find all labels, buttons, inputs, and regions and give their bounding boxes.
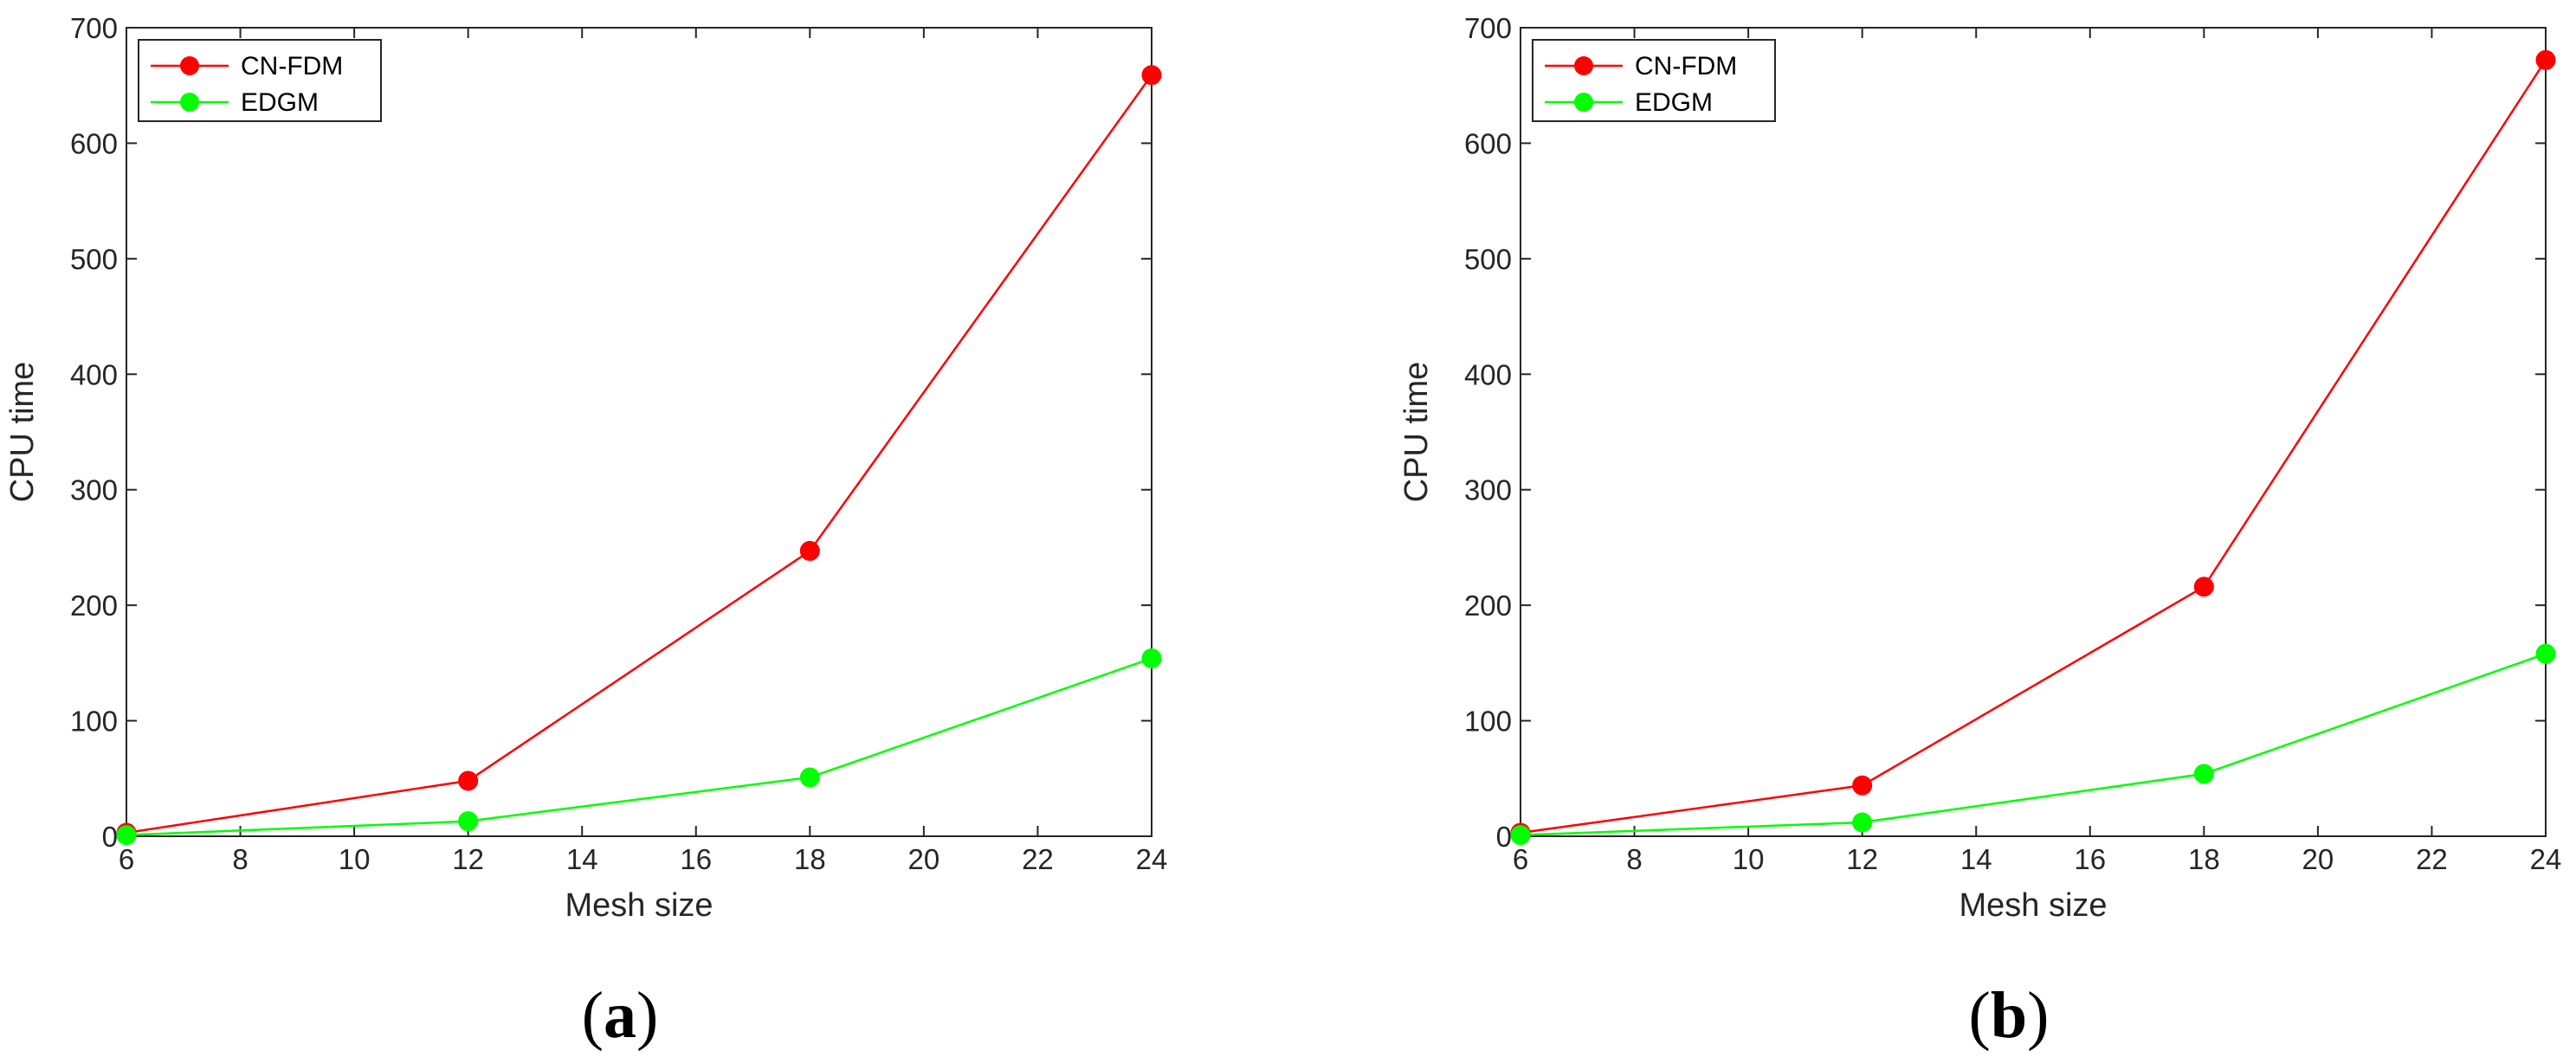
- y-tick-label: 600: [70, 127, 118, 159]
- y-tick-label: 600: [1464, 127, 1512, 159]
- y-tick-label: 100: [70, 706, 118, 738]
- legend-swatch-marker: [180, 93, 199, 112]
- x-tick-label: 14: [566, 843, 598, 875]
- x-tick-label: 12: [452, 843, 484, 875]
- plot-area: [1520, 27, 2547, 837]
- legend-label: CN-FDM: [241, 52, 343, 81]
- x-tick-label: 16: [680, 843, 712, 875]
- y-tick-label: 0: [102, 821, 118, 853]
- x-tick-label: 18: [2188, 843, 2220, 875]
- y-tick-label: 500: [70, 243, 118, 275]
- legend-swatch-marker: [1574, 56, 1593, 75]
- y-tick-label: 200: [1464, 590, 1512, 622]
- x-tick-label: 24: [2530, 843, 2562, 875]
- panel-caption: (a): [582, 979, 659, 1052]
- legend: [1532, 39, 1776, 122]
- y-tick-label: 300: [1464, 474, 1512, 506]
- legend-swatch-marker: [1574, 93, 1593, 112]
- x-tick-label: 16: [2074, 843, 2106, 875]
- y-tick-label: 700: [1464, 12, 1512, 44]
- data-point-edgm: [2535, 643, 2556, 664]
- data-point-cn-fdm: [2193, 577, 2214, 597]
- x-tick-label: 18: [794, 843, 826, 875]
- y-tick-label: 100: [1464, 706, 1512, 738]
- data-point-edgm: [2193, 764, 2214, 784]
- x-tick-label: 6: [119, 843, 134, 875]
- y-tick-label: 300: [70, 474, 118, 506]
- chart-panel-a: 6 8 10 12 14 16 18 20 22 24 0 100 200 300 400 500 600 700…: [4, 12, 1167, 1052]
- y-tick-label: 700: [70, 12, 118, 44]
- legend-label: EDGM: [241, 88, 319, 117]
- data-point-edgm: [1510, 825, 1531, 846]
- data-point-edgm: [1141, 648, 1162, 669]
- caption-close-paren: ): [2027, 979, 2049, 1052]
- x-tick-label: 10: [339, 843, 371, 875]
- x-tick-label: 10: [1733, 843, 1765, 875]
- data-point-edgm: [116, 825, 137, 846]
- caption-open-paren: (: [582, 979, 604, 1052]
- data-point-cn-fdm: [799, 540, 820, 561]
- panel-caption: (b): [1969, 979, 2050, 1052]
- x-tick-label: 6: [1513, 843, 1528, 875]
- legend-label: CN-FDM: [1635, 52, 1737, 81]
- chart-panel-b: 6 8 10 12 14 16 18 20 22 24 0 100 200 300 400 500 600 700…: [1398, 12, 2561, 1052]
- x-tick-label: 8: [1626, 843, 1642, 875]
- y-tick-label: 0: [1496, 821, 1512, 853]
- x-axis-label: Mesh size: [565, 887, 713, 924]
- x-tick-label: 14: [1960, 843, 1992, 875]
- data-point-cn-fdm: [458, 770, 479, 791]
- caption-open-paren: (: [1969, 979, 1991, 1052]
- data-point-cn-fdm: [1852, 775, 1873, 796]
- data-point-cn-fdm: [2535, 49, 2556, 70]
- y-axis-label: CPU time: [4, 362, 41, 503]
- y-axis-label: CPU time: [1398, 362, 1435, 503]
- data-point-edgm: [458, 811, 479, 832]
- y-tick-label: 200: [70, 590, 118, 622]
- x-tick-label: 22: [2416, 843, 2448, 875]
- legend-label: EDGM: [1635, 88, 1713, 117]
- x-tick-label: 20: [908, 843, 940, 875]
- series-line-cn-fdm: [1520, 59, 2547, 835]
- x-tick-label: 8: [232, 843, 248, 875]
- series-line-edgm: [1520, 653, 2547, 836]
- x-tick-label: 24: [1136, 843, 1168, 875]
- legend: [138, 39, 382, 122]
- x-tick-label: 20: [2302, 843, 2334, 875]
- x-axis-label: Mesh size: [1959, 887, 2107, 924]
- data-point-edgm: [799, 767, 820, 788]
- x-tick-label: 22: [1022, 843, 1054, 875]
- y-tick-label: 400: [70, 358, 118, 390]
- plot-area: [126, 27, 1152, 837]
- data-point-cn-fdm: [1141, 65, 1162, 86]
- caption-close-paren: ): [636, 979, 658, 1052]
- series-line-cn-fdm: [126, 74, 1153, 835]
- x-tick-label: 12: [1846, 843, 1878, 875]
- caption-letter: b: [1991, 979, 2027, 1052]
- series-line-edgm: [126, 657, 1152, 836]
- data-point-edgm: [1852, 812, 1873, 833]
- y-tick-label: 500: [1464, 243, 1512, 275]
- y-tick-label: 400: [1464, 358, 1512, 390]
- legend-swatch-marker: [180, 56, 199, 75]
- caption-letter: a: [604, 979, 636, 1052]
